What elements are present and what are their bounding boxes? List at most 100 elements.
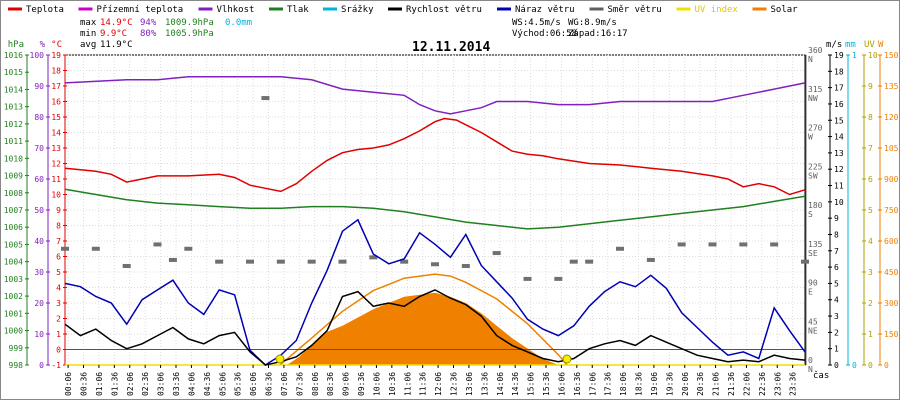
axis-label-celsius: 1	[56, 330, 61, 339]
axis-dir-deg: SW	[808, 171, 818, 180]
axis-label-celsius: -1	[51, 361, 61, 370]
axis-label-w: 1350	[884, 82, 900, 91]
axis-label-hpa: 1007	[4, 206, 23, 215]
axis-label-ms: 7	[834, 247, 839, 256]
axis-label-uv: 7	[868, 144, 873, 153]
axis-label-uv: 3	[868, 268, 873, 277]
info-panel: WS:4.5m/s WG:8.9m/s Východ:06:58 Západ:1…	[512, 18, 628, 39]
plot-area	[61, 75, 809, 366]
legend-label-vlhkost: Vlhkost	[217, 5, 255, 15]
x-tick-label: 00:06	[64, 372, 73, 396]
x-tick-label: 20:06	[681, 372, 690, 396]
x-tick-label: 17:36	[604, 372, 613, 396]
series-solar	[287, 292, 559, 365]
axis-label-hpa: 998	[9, 361, 24, 370]
axis-label-ms: 4	[834, 296, 839, 305]
x-tick-label: 03:36	[172, 372, 181, 396]
axis-label-ms: 5	[834, 279, 839, 288]
axis-label-ms: 18	[834, 67, 844, 76]
axis-label-celsius: 8	[56, 222, 61, 231]
x-tick-label: 16:06	[557, 372, 566, 396]
axis-label-uv: 8	[868, 113, 873, 122]
axis-label-pct: 30	[34, 268, 44, 277]
x-tick-label: 11:36	[419, 372, 428, 396]
axis-label-uv: 6	[868, 175, 873, 184]
x-tick-label: 23:36	[789, 372, 798, 396]
x-tick-label: 03:06	[157, 372, 166, 396]
x-tick-label: 05:36	[234, 372, 243, 396]
axis-label-pct: 100	[30, 51, 45, 60]
axis-label-pct: 70	[34, 144, 44, 153]
stats-max-hum: 94%	[140, 18, 157, 28]
axis-label-hpa: 1003	[4, 275, 23, 284]
x-tick-label: 01:06	[95, 372, 104, 396]
axis-label-w: 1050	[884, 144, 900, 153]
axis-label-deg: 135	[808, 240, 823, 249]
axis-label-deg: 45	[808, 317, 818, 326]
axis-label-pct: 80	[34, 113, 44, 122]
axis-label-hpa: 1010	[4, 154, 23, 163]
axis-label-mm: 0	[852, 361, 857, 370]
axis-label-hpa: 1016	[4, 51, 23, 60]
axis-label-ms: 12	[834, 165, 844, 174]
axis-label-hpa: 1002	[4, 292, 23, 301]
axis-label-celsius: 14	[51, 129, 61, 138]
axis-label-hpa: 1004	[4, 258, 23, 267]
axis-label-ms: 13	[834, 149, 844, 158]
axis-dir-deg: W	[808, 133, 813, 142]
x-tick-label: 14:06	[496, 372, 505, 396]
x-tick-label: 08:36	[326, 372, 335, 396]
chart-title: 12.11.2014	[412, 40, 490, 55]
axis-label-ms: 11	[834, 182, 844, 191]
x-tick-label: 15:36	[542, 372, 551, 396]
x-tick-label: 09:36	[357, 372, 366, 396]
axis-label-celsius: 15	[51, 113, 61, 122]
axis-label-hpa: 1001	[4, 309, 23, 318]
stats-max-rain: 0.0mm	[225, 18, 252, 28]
axis-label-celsius: 4	[56, 284, 61, 293]
axis-label-ms: 14	[834, 133, 844, 142]
axis-label-w: 300	[884, 299, 899, 308]
x-tick-label: 21:06	[712, 372, 721, 396]
x-tick-label: 04:06	[187, 372, 196, 396]
x-tick-label: 22:06	[742, 372, 751, 396]
axis-label-w: 0	[884, 361, 889, 370]
x-tick-label: 17:06	[588, 372, 597, 396]
axis-label-pct: 60	[34, 175, 44, 184]
axis-label-w: 750	[884, 206, 899, 215]
legend-label-teplota: Teplota	[26, 5, 64, 15]
axis-label-celsius: 5	[56, 268, 61, 277]
axis-label-ms: 1	[834, 345, 839, 354]
axis-label-celsius: 19	[51, 51, 61, 60]
x-tick-label: 07:06	[280, 372, 289, 396]
axis-label-celsius: 11	[51, 175, 61, 184]
axis-label-ms: 17	[834, 84, 844, 93]
axis-dir-deg: S	[808, 210, 813, 219]
axis-label-hpa: 1005	[4, 240, 23, 249]
x-tick-label: 06:06	[249, 372, 258, 396]
x-tick-label: 13:36	[480, 372, 489, 396]
x-tick-label: 01:36	[110, 372, 119, 396]
stats-min-hum: 80%	[140, 29, 157, 39]
axis-label-uv: 5	[868, 206, 873, 215]
legend-label-uv-index: UV index	[695, 5, 739, 15]
axis-label-w: 600	[884, 237, 899, 246]
x-axis: 00:06 00:36 01:06 01:36 02:06 02:36 03:06 03:36…	[64, 365, 829, 396]
axis-label-celsius: 17	[51, 82, 61, 91]
axis-label-deg: 180	[808, 201, 823, 210]
axis-label-ms: 16	[834, 100, 844, 109]
series-wind-speed	[64, 289, 806, 366]
x-tick-label: 12:06	[434, 372, 443, 396]
series-temperature	[64, 117, 806, 196]
axis-dir-deg: N	[808, 55, 813, 64]
axis-label-w: 150	[884, 330, 899, 339]
axis-label-celsius: 6	[56, 253, 61, 262]
axis-label-ms: 15	[834, 116, 844, 125]
x-tick-label: 22:36	[758, 372, 767, 396]
legend: Teplota Přízemní teplota Vlhkost Tlak Srážky…	[8, 5, 798, 15]
axis-label-deg: 315	[808, 85, 823, 94]
axis-label-deg: 360	[808, 46, 823, 55]
axis-label-ms: 19	[834, 51, 844, 60]
axis-label-celsius: 18	[51, 67, 61, 76]
